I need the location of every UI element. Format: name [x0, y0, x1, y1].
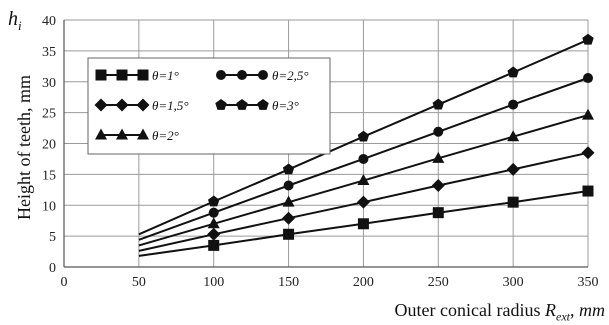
legend-entry: θ=2,5°	[216, 68, 309, 83]
legend-label: θ=1,5°	[152, 98, 189, 113]
legend-marker	[116, 69, 128, 81]
series-triangle	[138, 108, 594, 247]
y-tick-label: 25	[42, 107, 56, 122]
legend-marker	[215, 99, 227, 110]
legend-entry: θ=3°	[215, 98, 299, 113]
data-point	[356, 195, 370, 209]
data-point	[282, 163, 295, 175]
legend-label: θ=2,5°	[272, 68, 309, 83]
series-lines	[138, 33, 595, 257]
x-tick-label: 50	[132, 275, 146, 290]
data-point	[433, 126, 444, 137]
data-point	[432, 151, 445, 163]
legend-label: θ=1°	[152, 68, 179, 83]
legend-marker	[137, 128, 149, 140]
x-tick-label: 350	[578, 275, 599, 290]
data-point	[357, 130, 370, 142]
legend-marker	[136, 98, 150, 112]
y-tick-label: 0	[49, 261, 56, 276]
data-point	[207, 227, 221, 241]
data-point	[582, 33, 594, 45]
x-tick-label: 100	[203, 275, 224, 290]
data-point	[283, 180, 294, 191]
x-tick-label: 250	[428, 275, 449, 290]
legend-marker	[216, 70, 226, 80]
y-tick-label: 10	[42, 199, 56, 214]
x-tick-label: 300	[503, 275, 524, 290]
series-square	[138, 185, 594, 257]
data-point	[207, 217, 220, 229]
legend-marker	[137, 69, 149, 81]
x-tick-label: 150	[278, 275, 299, 290]
y-tick-label: 40	[42, 14, 56, 29]
data-point	[432, 207, 444, 219]
y-tick-label: 15	[42, 168, 56, 183]
data-point	[208, 239, 220, 251]
legend-marker	[116, 128, 128, 140]
legend-label: θ=3°	[272, 98, 299, 113]
data-point	[508, 99, 519, 110]
legend-marker	[115, 98, 129, 112]
data-point	[431, 178, 445, 192]
series-diamond	[138, 146, 595, 252]
legend-marker	[236, 99, 248, 110]
y-tick-label: 35	[42, 45, 56, 60]
y-tick-label: 30	[42, 76, 56, 91]
legend-marker	[94, 98, 108, 112]
data-point	[581, 146, 595, 160]
legend-marker	[95, 128, 107, 140]
legend-marker	[95, 69, 107, 81]
data-point	[357, 174, 370, 186]
x-tick-label: 0	[61, 275, 68, 290]
data-point	[208, 195, 220, 207]
y-axis-symbol: hi	[8, 8, 22, 33]
legend-marker	[257, 99, 269, 110]
data-point	[582, 185, 594, 197]
tick-labels: 0 5 10 15 20 25 30 35 40 0 50 100 150 200 250 300 350	[42, 14, 599, 290]
data-point	[282, 195, 295, 207]
legend-entry: θ=1°	[95, 68, 179, 83]
y-tick-label: 5	[49, 230, 56, 245]
data-point	[507, 66, 519, 78]
legend-entry: θ=2°	[95, 128, 179, 143]
legend-label: θ=2°	[152, 128, 179, 143]
data-point	[507, 196, 519, 208]
series-pentagon	[138, 33, 594, 236]
data-point	[358, 153, 369, 164]
x-axis-label: Outer conical radius Rext, mm	[394, 300, 605, 324]
legend: θ=1° θ=1,5° θ=2° θ=2,5° θ=3°	[87, 57, 331, 155]
y-axis-label: Height of teeth, mm	[14, 75, 34, 220]
data-point	[432, 98, 444, 110]
legend-marker	[258, 70, 268, 80]
legend-entry: θ=1,5°	[94, 98, 189, 113]
data-point	[506, 162, 520, 176]
data-point	[583, 73, 593, 84]
data-point	[208, 207, 219, 218]
data-point	[283, 228, 295, 240]
series-circle	[138, 73, 593, 241]
axes	[63, 20, 588, 268]
data-point	[582, 108, 594, 120]
x-tick-label: 200	[353, 275, 374, 290]
data-point	[357, 218, 369, 230]
legend-marker	[237, 70, 247, 80]
data-point	[507, 130, 520, 142]
y-tick-label: 20	[42, 138, 56, 153]
data-point	[282, 211, 296, 225]
